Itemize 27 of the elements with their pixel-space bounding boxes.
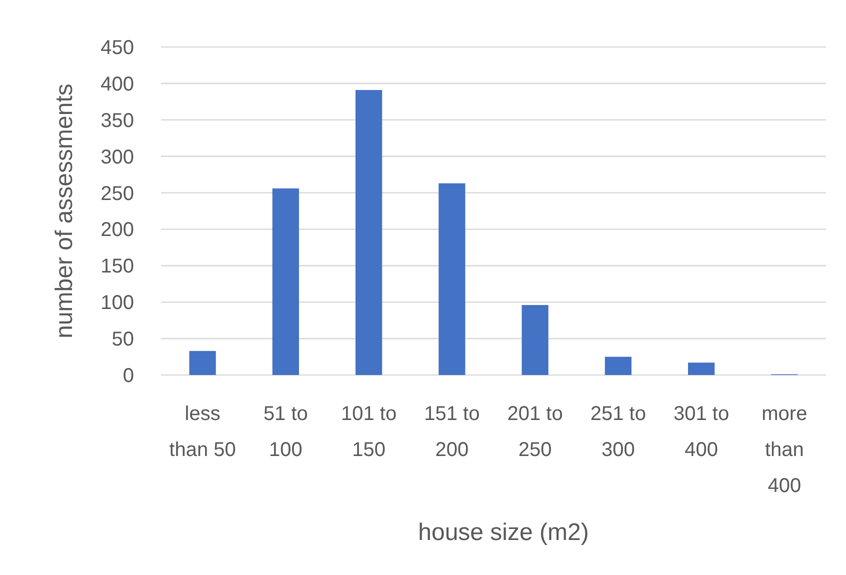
y-tick-label: 300 [100, 146, 134, 168]
bar [272, 188, 299, 375]
bar [356, 90, 382, 375]
x-tick-label: 51 to 100 [263, 403, 308, 461]
x-axis-title: house size (m2) [418, 519, 589, 546]
y-tick-label: 350 [100, 110, 134, 132]
y-tick-label: 250 [100, 182, 134, 205]
y-tick-label: 50 [112, 328, 134, 351]
x-tick-label: 101 to 150 [341, 403, 397, 461]
x-tick-label: 301 to 400 [674, 403, 730, 461]
y-axis-title: number of assessments [51, 84, 78, 338]
x-tick-label: 151 to 200 [424, 403, 480, 461]
x-tick-label: 251 to 300 [590, 403, 646, 461]
bar [189, 350, 216, 375]
y-tick-label: 450 [100, 37, 134, 59]
x-tick-label: less than 50 [169, 403, 236, 461]
y-tick-label: 0 [122, 365, 134, 387]
y-tick-label: 200 [100, 219, 134, 242]
bar [438, 183, 466, 375]
x-tick-label: more than 400 [762, 403, 808, 497]
x-tick-label: 201 to 250 [507, 403, 563, 461]
bar [688, 362, 715, 375]
y-tick-label: 100 [100, 292, 134, 314]
bar [522, 305, 548, 375]
bar [604, 356, 632, 375]
y-tick-label: 150 [100, 256, 134, 278]
y-tick-label: 400 [100, 73, 134, 96]
